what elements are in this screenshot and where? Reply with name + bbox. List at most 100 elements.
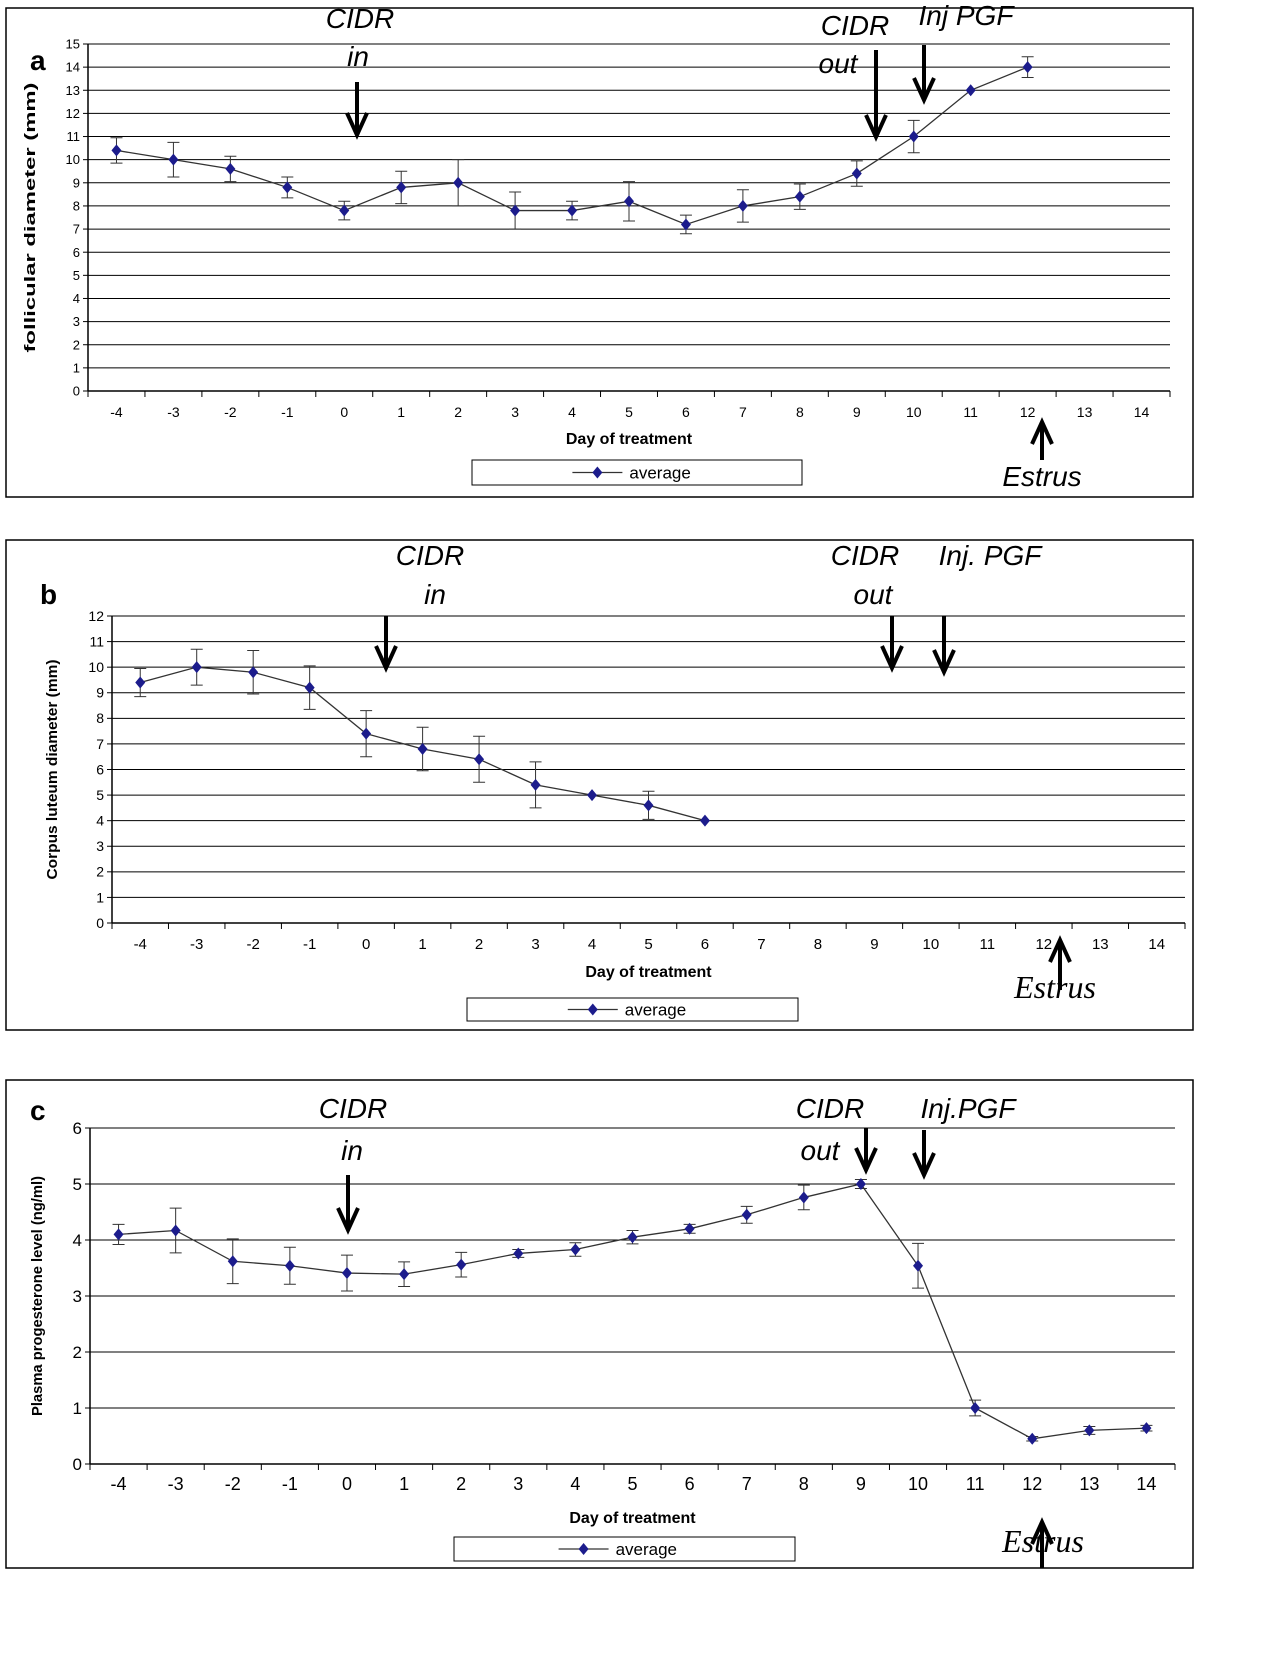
y-axis-title: Plasma progesterone level (ng/ml) <box>29 1176 46 1416</box>
arrow-head <box>336 1207 360 1235</box>
x-tick-label: 12 <box>1022 1474 1042 1494</box>
data-point <box>680 218 691 231</box>
data-point <box>908 130 919 143</box>
y-tick-label: 5 <box>73 268 80 283</box>
x-tick-label: 5 <box>627 1474 637 1494</box>
x-tick-label: 14 <box>1148 936 1165 953</box>
data-point <box>225 162 236 175</box>
x-tick-label: 5 <box>625 404 633 420</box>
data-point <box>1027 1432 1038 1445</box>
data-point <box>965 84 976 97</box>
data-point <box>913 1259 924 1272</box>
y-tick-label: 0 <box>73 384 80 399</box>
x-tick-label: 11 <box>966 1474 985 1494</box>
x-tick-label: 10 <box>906 404 922 420</box>
x-tick-label: 2 <box>454 404 462 420</box>
data-point <box>855 1178 866 1190</box>
data-point <box>113 1228 124 1241</box>
legend-marker <box>578 1543 589 1555</box>
x-tick-label: 3 <box>531 936 539 953</box>
data-point <box>191 661 202 674</box>
x-tick-label: 0 <box>362 936 370 953</box>
y-tick-label: 9 <box>73 175 80 190</box>
y-axis-title: Corpus luteum diameter (mm) <box>44 660 61 880</box>
x-tick-label: 11 <box>963 404 978 420</box>
data-point <box>168 153 179 166</box>
x-tick-label: 14 <box>1136 1474 1156 1494</box>
data-point <box>284 1259 295 1272</box>
annotation: CIDR <box>831 540 899 571</box>
y-tick-label: 15 <box>66 37 80 52</box>
data-point <box>227 1255 238 1268</box>
x-tick-label: 13 <box>1092 936 1109 953</box>
data-point <box>643 799 654 812</box>
x-tick-label: -1 <box>282 1474 298 1494</box>
panel-frame <box>5 7 1194 498</box>
annotation: out <box>854 579 894 610</box>
data-point <box>587 789 598 802</box>
x-tick-label: -2 <box>225 1474 241 1494</box>
data-point <box>699 814 710 827</box>
y-tick-label: 8 <box>73 198 80 213</box>
data-point <box>741 1208 752 1221</box>
y-tick-label: 6 <box>73 245 80 260</box>
legend-marker <box>592 466 603 479</box>
panel-label: b <box>40 579 57 610</box>
data-point <box>456 1258 467 1271</box>
x-tick-label: -3 <box>167 404 180 420</box>
x-tick-label: 2 <box>456 1474 466 1494</box>
x-tick-label: 4 <box>570 1474 580 1494</box>
y-tick-label: 2 <box>73 1343 82 1362</box>
data-point <box>282 181 293 194</box>
arrow-head <box>912 1152 936 1180</box>
data-point <box>361 727 372 740</box>
data-point <box>530 778 541 791</box>
arrow-head <box>912 77 936 105</box>
data-point <box>798 1191 809 1204</box>
data-point <box>570 1243 581 1256</box>
y-tick-label: 12 <box>66 106 80 121</box>
x-tick-label: 9 <box>853 404 861 420</box>
annotation: CIDR <box>796 1093 864 1124</box>
data-point <box>396 181 407 194</box>
y-tick-label: 4 <box>73 291 80 306</box>
x-tick-label: 6 <box>685 1474 695 1494</box>
y-axis-title: follicular diameter (mm) <box>22 83 39 353</box>
x-tick-label: -4 <box>111 1474 127 1494</box>
x-tick-label: -2 <box>224 404 237 420</box>
y-tick-label: 5 <box>73 1175 82 1194</box>
y-tick-label: 2 <box>96 864 104 880</box>
data-point <box>1022 61 1033 74</box>
x-tick-label: 5 <box>644 936 652 953</box>
x-tick-label: -1 <box>281 404 294 420</box>
x-tick-label: 10 <box>908 1474 928 1494</box>
y-tick-label: 11 <box>89 633 104 649</box>
x-tick-label: -4 <box>110 404 123 420</box>
y-tick-label: 14 <box>66 60 80 75</box>
x-tick-label: 2 <box>475 936 483 953</box>
y-tick-label: 13 <box>66 83 80 98</box>
y-tick-label: 4 <box>73 1231 82 1250</box>
x-tick-label: -3 <box>168 1474 184 1494</box>
data-point <box>624 195 634 208</box>
y-tick-label: 11 <box>67 129 81 144</box>
x-tick-label: 1 <box>418 936 426 953</box>
arrow-head <box>854 1147 878 1175</box>
x-tick-label: 11 <box>980 936 996 953</box>
arrow-head <box>1030 417 1054 445</box>
annotation: in <box>424 579 446 610</box>
x-tick-label: 8 <box>814 936 822 953</box>
data-point <box>399 1268 410 1281</box>
arrow-head <box>345 112 369 140</box>
arrow-head <box>880 645 904 673</box>
x-tick-label: 1 <box>397 404 405 420</box>
legend-label: average <box>625 1001 686 1020</box>
legend-box <box>453 1536 796 1562</box>
y-tick-label: 7 <box>73 222 80 237</box>
panel-label: c <box>30 1095 46 1126</box>
data-point <box>851 167 862 180</box>
x-tick-label: 9 <box>870 936 878 953</box>
annotation: in <box>347 41 369 72</box>
x-tick-label: 8 <box>799 1474 809 1494</box>
x-tick-label: 13 <box>1079 1474 1099 1494</box>
